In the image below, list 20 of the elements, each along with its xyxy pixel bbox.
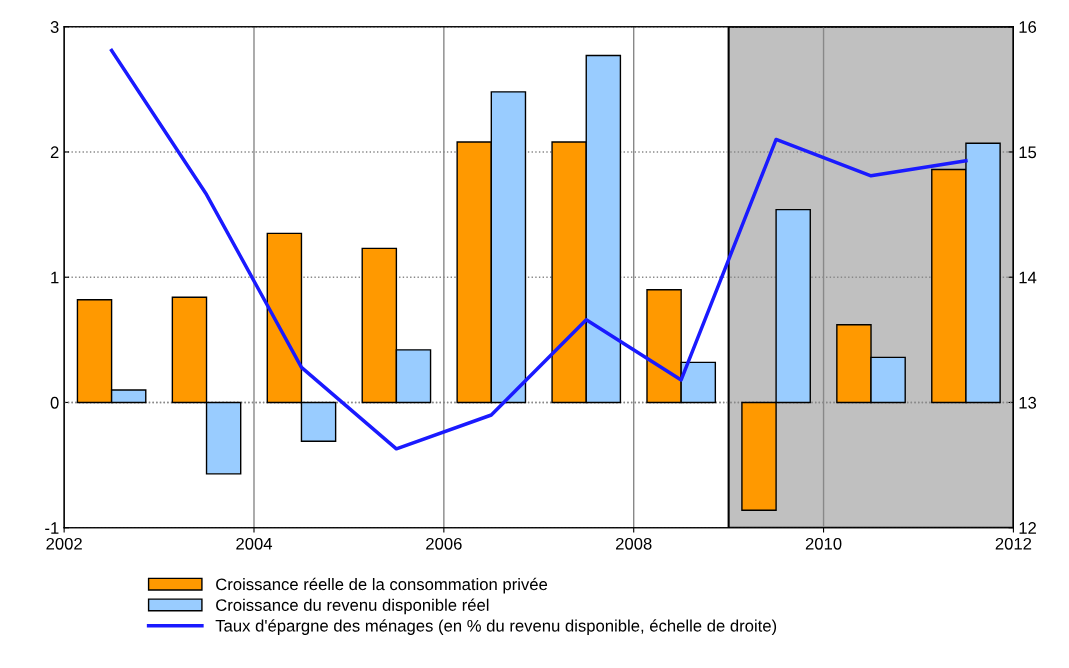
y2-tick-label: 16 [1019, 21, 1037, 33]
x-tick-label: 2002 [46, 537, 82, 550]
legend-label: Croissance réelle de la consommation privée [216, 577, 548, 594]
legend-label: Croissance du revenu disponible réel [216, 598, 489, 615]
x-tick-label: 2010 [805, 537, 842, 550]
x-tick-label: 2006 [426, 537, 462, 550]
y2-tick-label: 12 [1019, 522, 1036, 534]
y-tick-label: -1 [45, 522, 59, 534]
line-series [109, 48, 968, 451]
legend-label: Taux d'épargne des ménages (en % du revenu disponible, échelle de droite) [215, 619, 777, 635]
y-tick-label: 3 [50, 21, 59, 33]
y-tick-label: 0 [50, 396, 59, 409]
y-tick-label: 1 [51, 271, 59, 284]
y2-tick-label: 14 [1019, 271, 1037, 284]
y2-tick-label: 13 [1019, 396, 1037, 409]
x-tick-label: 2004 [236, 537, 273, 550]
x-tick-label: 2012 [995, 537, 1032, 550]
y2-tick-label: 15 [1019, 146, 1037, 159]
x-tick-label: 2008 [616, 537, 652, 550]
y-tick-label: 2 [50, 146, 59, 159]
